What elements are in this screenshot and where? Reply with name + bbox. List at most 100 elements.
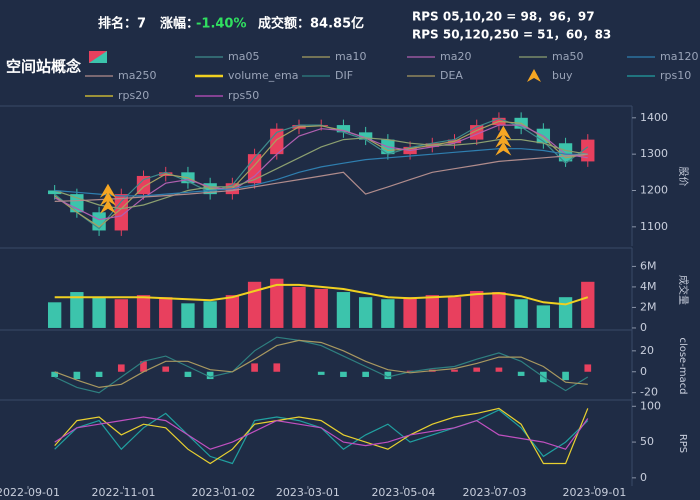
panel: 0 50 100 RPS 2022-09-01 2022-11-01 2023-01-02 2… <box>0 399 688 499</box>
y-tick-label: 6M <box>640 259 657 272</box>
macd-bar <box>451 369 458 372</box>
legend-label: DEA <box>440 69 463 82</box>
volume-bar <box>225 295 240 328</box>
legend-label: rps50 <box>228 89 259 102</box>
y-axis-title: RPS <box>677 434 688 453</box>
volume-bar <box>159 297 173 328</box>
candle-body <box>114 194 128 231</box>
legend-label: ma20 <box>440 50 471 63</box>
volume-bar <box>181 303 195 328</box>
y-tick-label: 1200 <box>640 183 668 196</box>
series-line <box>54 137 588 210</box>
volume-bar <box>514 299 528 328</box>
legend-label: ma250 <box>118 69 156 82</box>
macd-bar <box>140 361 147 372</box>
rps-long: RPS 50,120,250 = 51，60，83 <box>412 28 611 42</box>
legend-label: DIF <box>335 69 353 82</box>
macd-bar <box>517 371 525 376</box>
legend-label: ma10 <box>335 50 366 63</box>
macd-bar <box>384 371 392 380</box>
volume-bar <box>425 295 439 328</box>
y-axis-title: 成交量 <box>677 275 690 305</box>
y-tick-label: 2M <box>640 300 657 313</box>
candle-body <box>581 139 595 162</box>
x-tick-label: 2022-11-01 <box>92 486 156 499</box>
macd-bar <box>51 371 58 377</box>
y-tick-label: 100 <box>640 399 661 412</box>
legend-label: ma05 <box>228 50 259 63</box>
macd-bar <box>73 371 81 380</box>
series-line <box>54 416 589 450</box>
volume-bar <box>403 297 417 328</box>
legend-label: volume_ema <box>228 69 298 82</box>
legend-label: ma120 <box>660 50 698 63</box>
series-line <box>54 148 588 197</box>
title: 空间站概念 <box>6 58 81 76</box>
y-tick-label: 1300 <box>640 147 668 160</box>
x-tick-label: 2023-07-03 <box>463 486 527 499</box>
y-tick-label: 4M <box>640 280 657 293</box>
title-icon <box>89 51 107 63</box>
y-tick-label: -20 <box>640 386 658 399</box>
macd-bar <box>273 363 281 372</box>
candle-body <box>270 128 284 155</box>
volume-bar <box>47 302 62 328</box>
volume-bar <box>314 288 328 328</box>
y-tick-label: 50 <box>640 435 654 448</box>
macd-bar <box>184 371 192 377</box>
volume-bar <box>581 281 595 328</box>
macd-bar <box>206 371 214 380</box>
y-tick-label: 20 <box>640 344 654 357</box>
volume-bar <box>270 278 284 328</box>
legend-label: rps10 <box>660 69 691 82</box>
buy-marker <box>99 183 116 214</box>
macd-bar <box>495 367 503 372</box>
change-label: 涨幅： <box>159 16 199 32</box>
y-tick-label: 0 <box>640 471 647 484</box>
candle-body <box>358 132 373 140</box>
legend-swatch <box>527 69 541 82</box>
macd-bar <box>251 363 258 372</box>
volume-bar <box>336 292 351 328</box>
y-tick-label: 1100 <box>640 220 668 233</box>
change: -1.40% <box>196 17 247 32</box>
buy-marker <box>495 125 512 156</box>
macd-bar <box>340 371 347 377</box>
volume-bar <box>203 301 217 328</box>
series-line <box>54 407 589 465</box>
series-line <box>54 120 588 228</box>
macd-bar <box>473 367 481 372</box>
series-line <box>54 336 589 394</box>
volume-bar <box>558 297 573 328</box>
legend-label: buy <box>552 69 573 82</box>
series-line <box>54 339 588 389</box>
candle-body <box>336 125 351 133</box>
rank: 排名：7 <box>98 16 146 32</box>
y-tick-label: 0 <box>640 321 647 334</box>
volume-bar <box>358 297 373 328</box>
macd-bar <box>317 371 325 375</box>
volume-bar <box>114 299 128 328</box>
series-line <box>54 124 588 221</box>
y-tick-label: 1400 <box>640 111 668 124</box>
macd-bar <box>362 371 369 377</box>
volume-bar <box>292 286 306 328</box>
x-tick-label: 2022-09-01 <box>0 486 60 499</box>
y-axis-title: 股价 <box>677 167 689 187</box>
macd-bar <box>162 366 170 372</box>
y-axis-title: close-macd <box>677 337 688 394</box>
volume-bar <box>447 297 462 328</box>
volume-bar <box>470 291 484 328</box>
volume-bar <box>536 305 551 328</box>
macd-bar <box>562 371 569 381</box>
x-tick-label: 2023-03-01 <box>276 486 340 499</box>
series-line <box>54 117 589 230</box>
panel: -20 0 20 close-macd <box>0 329 688 401</box>
series-line <box>54 283 589 306</box>
volume-bar <box>136 295 151 328</box>
volume-bar <box>92 297 106 328</box>
volume-bar <box>492 292 506 328</box>
legend-label: ma50 <box>552 50 583 63</box>
